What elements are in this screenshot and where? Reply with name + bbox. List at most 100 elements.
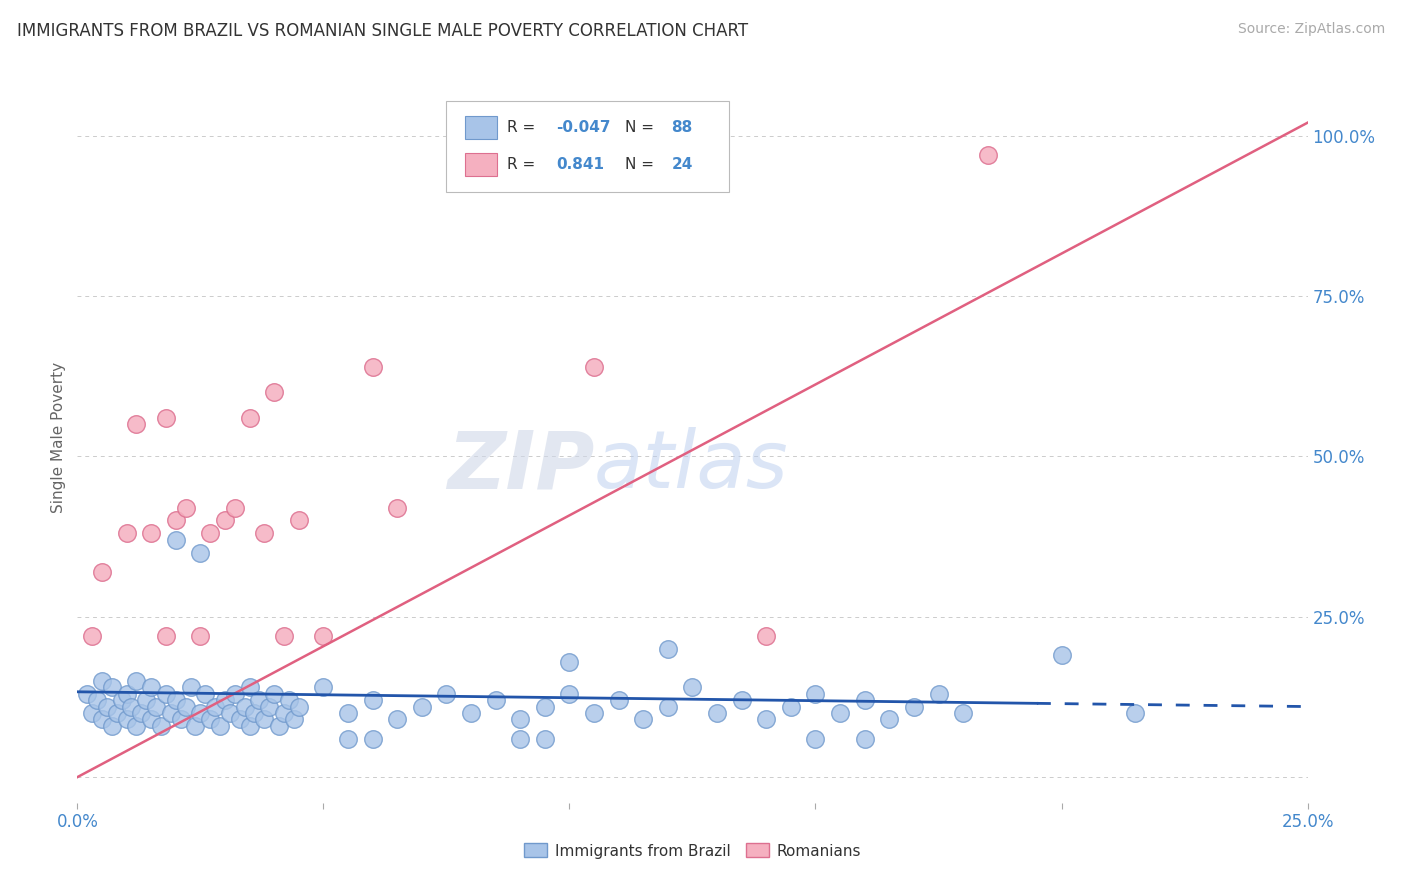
- Point: [209, 719, 232, 733]
- Point: [150, 719, 173, 733]
- Point: [239, 410, 262, 425]
- Point: [135, 693, 157, 707]
- Text: IMMIGRANTS FROM BRAZIL VS ROMANIAN SINGLE MALE POVERTY CORRELATION CHART: IMMIGRANTS FROM BRAZIL VS ROMANIAN SINGL…: [17, 22, 748, 40]
- Point: [174, 500, 197, 515]
- Point: [283, 712, 305, 726]
- FancyBboxPatch shape: [465, 116, 496, 139]
- Point: [121, 699, 143, 714]
- Point: [125, 673, 148, 688]
- Point: [141, 712, 163, 726]
- Point: [224, 500, 246, 515]
- Point: [96, 699, 118, 714]
- Point: [830, 706, 852, 720]
- Point: [657, 699, 679, 714]
- Point: [509, 712, 531, 726]
- Point: [188, 545, 212, 559]
- Point: [165, 514, 187, 528]
- Text: N =: N =: [624, 157, 658, 172]
- Point: [155, 687, 177, 701]
- Legend: Immigrants from Brazil, Romanians: Immigrants from Brazil, Romanians: [517, 838, 868, 864]
- Point: [509, 731, 531, 746]
- Point: [194, 687, 217, 701]
- Point: [204, 699, 226, 714]
- Text: R =: R =: [506, 157, 540, 172]
- Point: [219, 706, 242, 720]
- Point: [188, 629, 212, 643]
- Point: [273, 629, 295, 643]
- Point: [853, 693, 876, 707]
- Point: [82, 629, 104, 643]
- Point: [165, 533, 187, 547]
- Point: [534, 699, 557, 714]
- Point: [86, 693, 108, 707]
- Point: [903, 699, 925, 714]
- Point: [188, 706, 212, 720]
- Text: ZIP: ZIP: [447, 427, 595, 506]
- Point: [263, 385, 285, 400]
- Point: [233, 699, 256, 714]
- Point: [253, 526, 276, 541]
- Point: [411, 699, 433, 714]
- Point: [129, 706, 153, 720]
- Point: [90, 565, 114, 579]
- Point: [180, 681, 202, 695]
- Point: [682, 681, 704, 695]
- Point: [228, 712, 252, 726]
- Point: [337, 706, 360, 720]
- Point: [385, 712, 409, 726]
- Point: [239, 719, 262, 733]
- Point: [170, 712, 193, 726]
- Point: [312, 629, 335, 643]
- Point: [101, 681, 124, 695]
- Text: R =: R =: [506, 120, 540, 136]
- Point: [879, 712, 901, 726]
- Point: [90, 673, 114, 688]
- Point: [534, 731, 557, 746]
- Point: [780, 699, 803, 714]
- Point: [155, 410, 177, 425]
- Point: [111, 693, 132, 707]
- Text: atlas: atlas: [595, 427, 789, 506]
- Point: [607, 693, 630, 707]
- Point: [804, 687, 827, 701]
- Point: [312, 681, 335, 695]
- Point: [200, 712, 222, 726]
- Point: [115, 526, 138, 541]
- Y-axis label: Single Male Poverty: Single Male Poverty: [51, 361, 66, 513]
- Point: [977, 148, 1000, 162]
- Point: [125, 719, 148, 733]
- Point: [155, 629, 177, 643]
- Point: [385, 500, 409, 515]
- Point: [657, 641, 679, 656]
- Point: [952, 706, 974, 720]
- Point: [214, 514, 236, 528]
- Point: [243, 706, 266, 720]
- Text: 24: 24: [672, 157, 693, 172]
- Point: [165, 693, 187, 707]
- Point: [141, 526, 163, 541]
- Point: [436, 687, 458, 701]
- Point: [337, 731, 360, 746]
- Point: [101, 719, 124, 733]
- Text: Source: ZipAtlas.com: Source: ZipAtlas.com: [1237, 22, 1385, 37]
- Point: [269, 719, 291, 733]
- Point: [804, 731, 827, 746]
- Point: [706, 706, 728, 720]
- Point: [485, 693, 508, 707]
- Point: [558, 687, 581, 701]
- Point: [583, 706, 606, 720]
- Point: [755, 712, 778, 726]
- Point: [853, 731, 876, 746]
- Point: [174, 699, 197, 714]
- Point: [1050, 648, 1073, 663]
- Point: [288, 699, 311, 714]
- Text: 0.841: 0.841: [555, 157, 605, 172]
- Text: 88: 88: [672, 120, 693, 136]
- Point: [755, 629, 778, 643]
- Point: [583, 359, 606, 374]
- Point: [200, 526, 222, 541]
- Point: [184, 719, 207, 733]
- Point: [253, 712, 276, 726]
- Point: [145, 699, 167, 714]
- Point: [160, 706, 183, 720]
